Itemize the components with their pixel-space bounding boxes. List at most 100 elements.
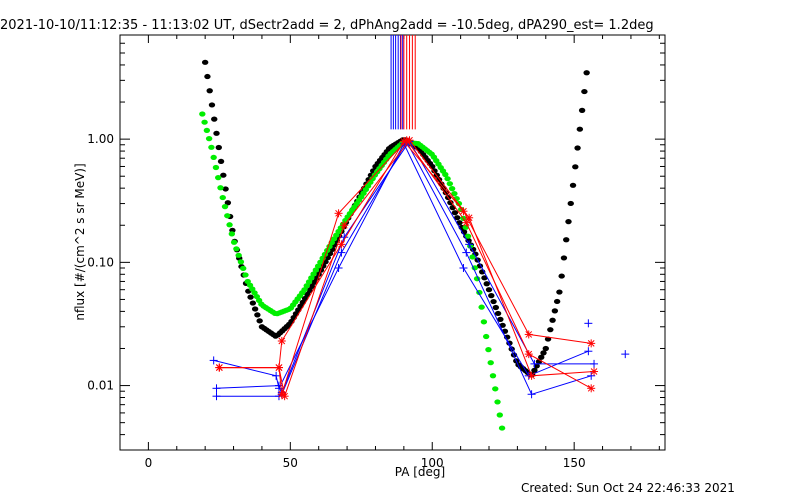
star-marker [524, 350, 533, 359]
fit-dot [208, 102, 216, 108]
fit-dot [465, 237, 472, 244]
plus-marker [530, 359, 539, 368]
fit-dot [205, 136, 213, 142]
fit-dot [201, 119, 208, 125]
fit-dot [206, 88, 213, 94]
star-marker [334, 209, 343, 218]
fit-dot [483, 281, 490, 287]
fit-dot [451, 191, 458, 197]
fit-dot [549, 317, 556, 323]
fit-dot [228, 231, 236, 237]
fit-dot [254, 312, 261, 318]
fit-dot [485, 287, 493, 293]
fit-dot [469, 254, 476, 260]
fit-dot [212, 164, 220, 171]
fit-dot [533, 363, 540, 369]
y-tick-label: 1.00 [87, 132, 114, 146]
fit-dot [308, 283, 316, 289]
plus-marker [209, 356, 218, 365]
fit-dot [485, 347, 492, 353]
fit-dot [496, 412, 503, 418]
fit-dot [256, 318, 263, 324]
x-tick-label: 0 [145, 456, 153, 470]
fit-dot [538, 354, 545, 360]
fit-dot [498, 425, 506, 431]
plot-frame [119, 34, 666, 451]
series-line [219, 139, 595, 399]
fit-dot [553, 298, 561, 305]
star-marker [340, 221, 349, 230]
fit-dot [213, 130, 220, 136]
fit-dot [446, 181, 454, 187]
fit-dot [224, 213, 231, 219]
fit-dot [448, 186, 456, 192]
star-marker [465, 213, 474, 222]
star-marker [277, 336, 286, 345]
fit-dot [464, 233, 472, 239]
plus-marker [584, 347, 593, 356]
fit-dot [556, 289, 563, 295]
fit-dot [310, 271, 317, 277]
fit-dot [201, 59, 209, 65]
series-line [216, 140, 594, 397]
fit-dot [226, 222, 233, 228]
star-marker [280, 392, 289, 401]
plus-marker [272, 371, 281, 380]
fit-dot [220, 172, 227, 178]
fit-dot [462, 224, 469, 230]
fit-dot [447, 200, 454, 206]
fit-dot [489, 373, 497, 379]
plus-marker [590, 359, 599, 368]
fit-dot [558, 273, 565, 279]
star-marker [590, 367, 599, 376]
series-red-4 [215, 136, 596, 399]
series-line [216, 140, 592, 396]
fit-dot [494, 399, 501, 405]
fit-dot [567, 200, 574, 207]
series-blue-0 [209, 139, 593, 393]
x-tick-label: 100 [421, 456, 444, 470]
fit-dot [540, 350, 547, 356]
fit-dot [305, 279, 313, 285]
fit-dot [576, 126, 584, 132]
fit-dot [542, 345, 549, 352]
fit-dot [444, 176, 451, 182]
fit-dot [219, 194, 226, 201]
fit-dot [497, 316, 504, 322]
fit-dot [222, 186, 229, 192]
x-tick-label: 50 [283, 456, 298, 470]
fit-dot [565, 219, 572, 225]
fit-dot [242, 272, 249, 278]
star-marker [527, 371, 536, 380]
plus-marker [527, 390, 536, 399]
chart-title: 2021-10-10/11:12:35 - 11:13:02 UT, dSect… [0, 18, 654, 33]
plus-marker [274, 381, 283, 390]
x-axis-label: PA [deg] [394, 465, 446, 479]
star-marker [587, 384, 596, 393]
fit-dot [215, 144, 222, 151]
fit-dot [492, 386, 499, 392]
fit-dot [306, 287, 313, 293]
fit-dot [211, 116, 218, 122]
fit-dot [210, 154, 217, 161]
fit-dot [482, 333, 490, 340]
y-tick-label: 0.01 [87, 379, 114, 393]
star-marker [215, 363, 224, 372]
vertical-marks [390, 35, 416, 130]
y-tick-label: 0.10 [87, 255, 114, 269]
fit-dot [492, 304, 500, 311]
fit-dot [312, 267, 320, 273]
fit-dot [494, 310, 502, 317]
fit-dot [314, 263, 322, 269]
created-timestamp: Created: Sun Oct 24 22:46:33 2021 [521, 481, 735, 495]
series-line [219, 140, 592, 369]
fit-dot [454, 215, 461, 221]
fit-dot [317, 259, 324, 265]
fit-dot [551, 308, 559, 314]
plus-marker [584, 319, 593, 328]
star-marker [274, 363, 283, 372]
fit-dot [481, 275, 488, 281]
fit-dot [221, 204, 229, 210]
fit-dot [204, 73, 211, 80]
